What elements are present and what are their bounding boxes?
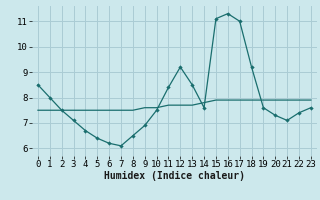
X-axis label: Humidex (Indice chaleur): Humidex (Indice chaleur) <box>104 171 245 181</box>
